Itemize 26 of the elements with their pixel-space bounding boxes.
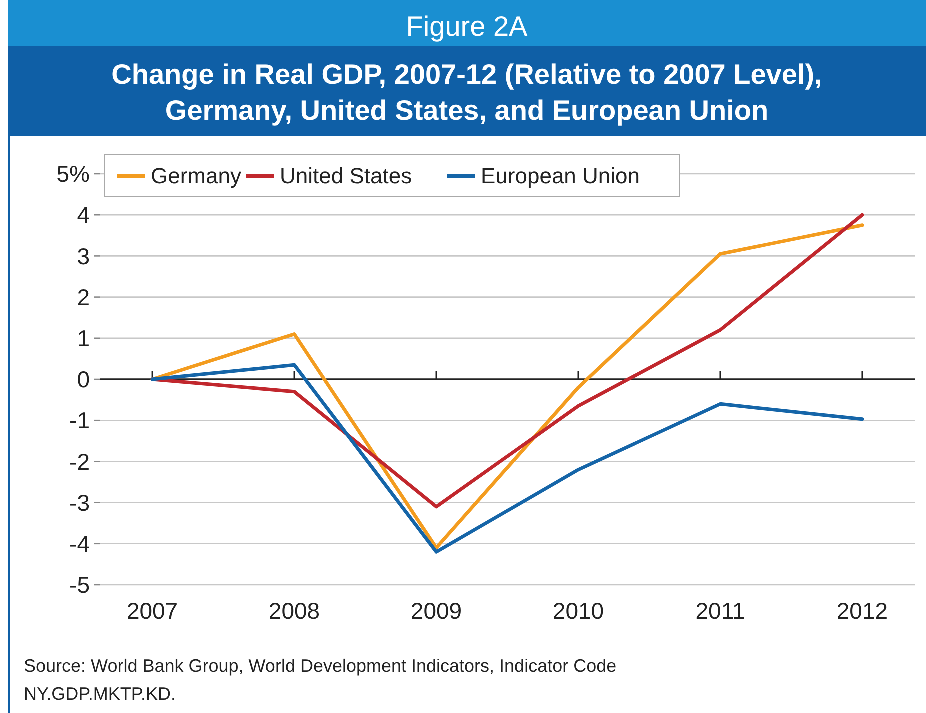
y-tick-label: 5% <box>56 161 90 188</box>
legend-label: Germany <box>151 164 242 189</box>
y-tick-label: -5 <box>70 572 90 598</box>
chart-title: Change in Real GDP, 2007-12 (Relative to 2007 Level), Germany, United States, and European Union <box>112 59 822 126</box>
y-tick-label: -4 <box>70 530 90 557</box>
legend-label: European Union <box>481 164 640 189</box>
y-tick-label: -2 <box>70 448 90 475</box>
x-tick-label: 2011 <box>696 598 746 624</box>
chart-subtitle: Figure 2A <box>406 11 528 42</box>
y-tick-label: 3 <box>77 243 90 270</box>
y-tick-label: -1 <box>70 408 90 434</box>
x-tick-label: 2012 <box>836 598 888 624</box>
y-tick-label: -3 <box>70 490 90 516</box>
line-series <box>150 363 864 554</box>
legend-label: United States <box>280 164 412 189</box>
x-tick-label: 2007 <box>126 598 178 624</box>
x-tick-label: 2010 <box>552 598 604 624</box>
line-series <box>150 213 864 509</box>
y-tick-label: 1 <box>77 325 90 352</box>
line-series <box>150 224 864 550</box>
x-tick-label: 2008 <box>268 598 320 624</box>
x-tick-label: 2009 <box>410 598 462 624</box>
y-tick-label: 2 <box>77 284 90 310</box>
source-note: Source: World Bank Group, World Development Indicators, Indicator Code NY.GDP.MKTP.KD. <box>24 656 617 704</box>
y-tick-label: 4 <box>77 202 90 228</box>
y-tick-label: 0 <box>77 366 90 393</box>
